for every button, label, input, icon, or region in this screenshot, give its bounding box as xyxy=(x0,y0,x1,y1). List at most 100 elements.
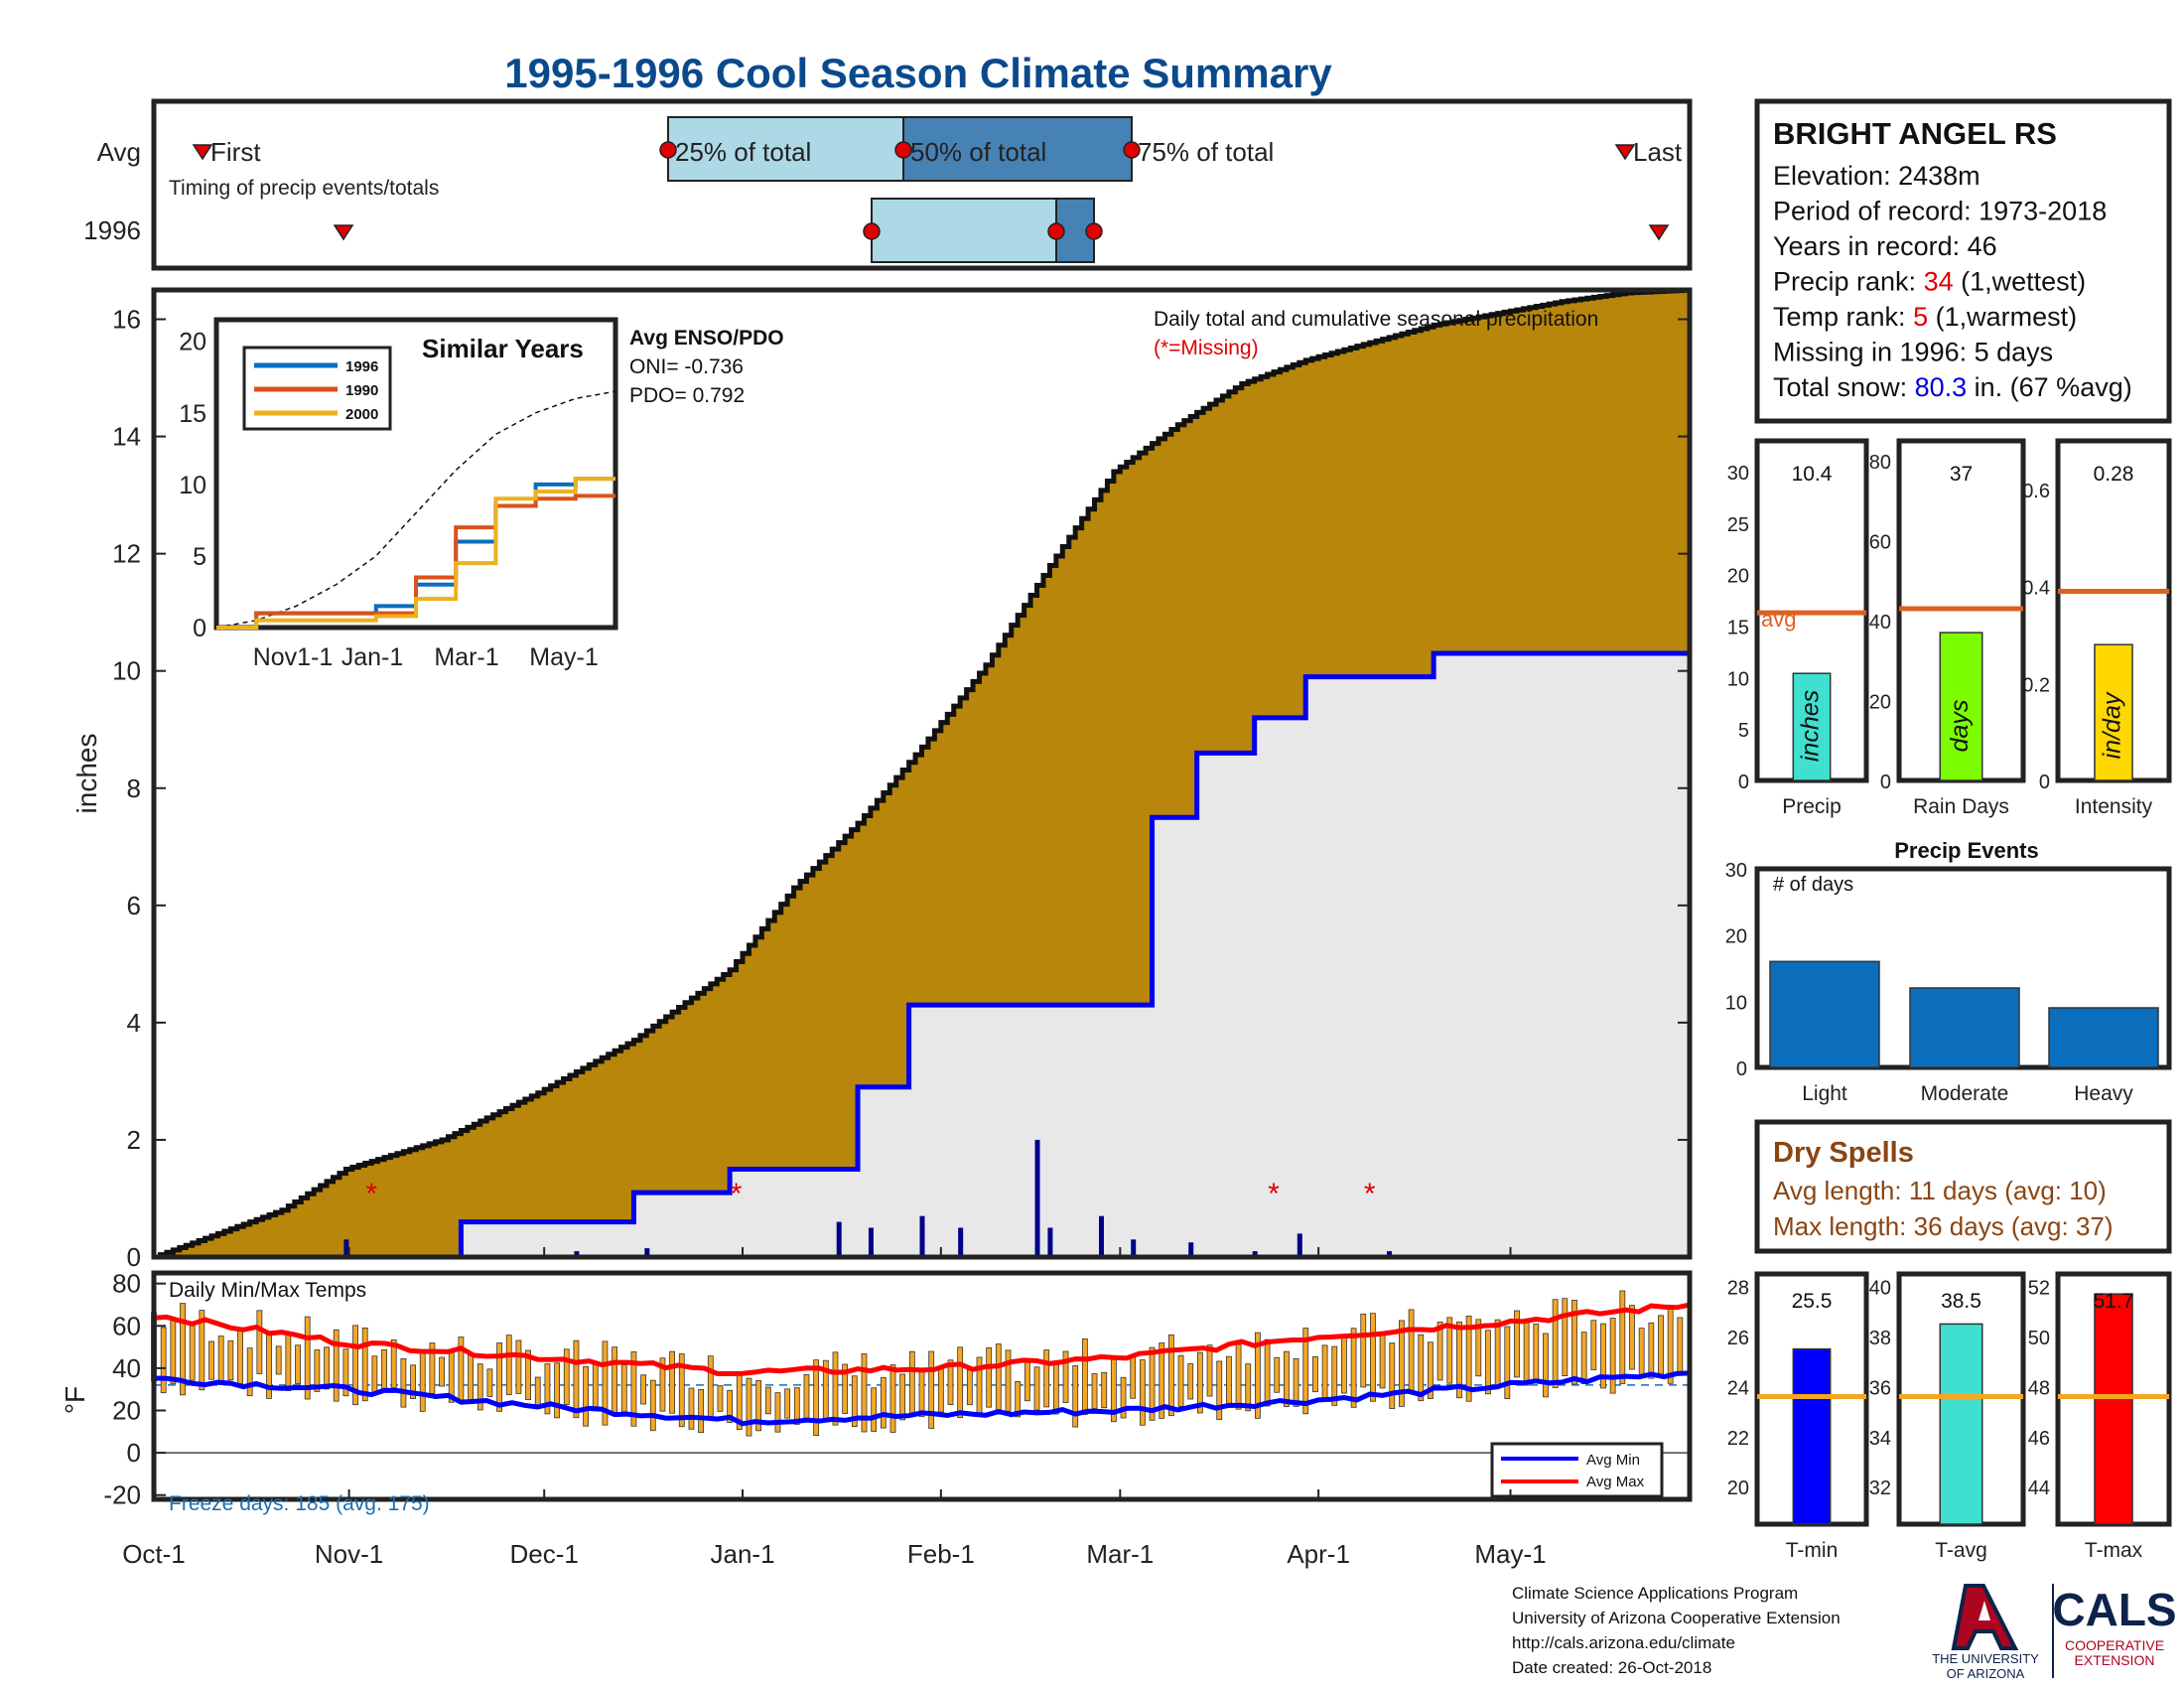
footer-line-2: University of Arizona Cooperative Extens… xyxy=(1512,1609,1841,1627)
inset-y-tick: 20 xyxy=(179,329,206,356)
avg-50pct-dot xyxy=(894,141,912,159)
summary-y-tick: 5 xyxy=(1738,720,1749,742)
last-marker-1996 xyxy=(1648,224,1670,241)
temp-summary-y-tick: 20 xyxy=(1727,1477,1749,1499)
daily-temp-bar xyxy=(304,1316,311,1400)
similar-years-inset: Similar Years 1996 1990 2000 0 5 10 15 20 Nov1-… xyxy=(179,317,618,671)
station-info-panel: BRIGHT ANGEL RS Elevation: 2438m Period o… xyxy=(1754,98,2172,424)
daily-temp-bar xyxy=(199,1310,205,1391)
temp-summary-bar xyxy=(2094,1293,2133,1525)
inset-y-tick: 0 xyxy=(193,615,206,642)
daily-temp-bar xyxy=(390,1339,397,1389)
daily-temp-bar xyxy=(842,1363,849,1414)
main-y-tick: 12 xyxy=(112,539,141,569)
daily-temp-bar xyxy=(755,1380,762,1432)
daily-temp-bar xyxy=(1130,1354,1137,1399)
daily-temp-bar xyxy=(534,1376,541,1407)
daily-temp-bar xyxy=(1101,1371,1108,1409)
temp-summary-y-tick: 46 xyxy=(2028,1428,2050,1450)
daily-temp-bar xyxy=(477,1363,483,1411)
summary-y-tick: 25 xyxy=(1727,514,1749,536)
timing-subtitle: Timing of precip events/totals xyxy=(169,177,439,200)
1996-25pct-dot xyxy=(863,222,881,240)
summary-y-tick: 0.4 xyxy=(2022,578,2050,600)
enso-title: Avg ENSO/PDO xyxy=(629,327,784,350)
daily-temp-bar xyxy=(1523,1318,1530,1386)
daily-temp-bar xyxy=(688,1387,695,1430)
dry-spells-title: Dry Spells xyxy=(1773,1137,1914,1169)
legend-avg-min-label: Avg Min xyxy=(1586,1452,1640,1469)
main-y-tick: 4 xyxy=(127,1008,141,1038)
daily-temp-bar xyxy=(1485,1330,1491,1395)
daily-temp-bar xyxy=(1399,1320,1405,1407)
daily-temp-bar xyxy=(1504,1326,1511,1399)
timing-row-label-avg: Avg xyxy=(97,137,141,167)
daily-temp-bar xyxy=(659,1357,666,1412)
daily-temp-bar xyxy=(1658,1315,1664,1378)
daily-temp-bar xyxy=(227,1339,234,1381)
cumulative-precip-line xyxy=(154,287,1693,1260)
summary-bar xyxy=(1939,632,1983,781)
main-y-tick: 2 xyxy=(127,1125,141,1155)
daily-temp-bar xyxy=(256,1310,263,1374)
station-line: Period of record: 1973-2018 xyxy=(1773,197,2107,226)
summary-bar xyxy=(1792,672,1832,781)
temp-summary-y-tick: 50 xyxy=(2028,1328,2050,1349)
daily-temp-bar xyxy=(861,1352,868,1433)
daily-temp-bar xyxy=(774,1392,781,1433)
daily-temp-bar xyxy=(986,1346,993,1408)
temp-summary-y-tick: 26 xyxy=(1727,1328,1749,1349)
1996-75pct-dot xyxy=(1085,222,1103,240)
main-y-tick: 6 xyxy=(127,891,141,920)
daily-temp-bar xyxy=(1321,1344,1328,1401)
avg-precip-line xyxy=(154,647,1693,1260)
daily-temp-bar xyxy=(160,1327,167,1394)
daily-temp-bar xyxy=(1312,1355,1318,1393)
daily-temp-bar xyxy=(1072,1365,1079,1428)
daily-temp-bar xyxy=(1149,1346,1156,1421)
daily-temp-bar xyxy=(1177,1354,1184,1407)
x-axis-labels: Oct-1 Nov-1 Dec-1 Jan-1 Feb-1 Mar-1 Apr-1 May-1 xyxy=(122,1247,1547,1569)
summary-panel-label: Precip xyxy=(1782,795,1842,818)
daily-temp-bar xyxy=(1580,1332,1587,1384)
footer-line-3: http://cals.arizona.edu/climate xyxy=(1512,1633,1735,1652)
dry-spells-panel: Dry Spells Avg length: 11 days (avg: 10)… xyxy=(1754,1119,2172,1254)
daily-temp-bar xyxy=(602,1340,609,1426)
daily-precip-bar xyxy=(1252,1251,1258,1257)
daily-temp-bar xyxy=(324,1346,330,1390)
x-tick-label: Mar-1 xyxy=(1086,1539,1154,1569)
daily-temp-bar xyxy=(1677,1317,1684,1374)
main-annotation: Daily total and cumulative seasonal prec… xyxy=(1154,308,1598,331)
daily-temp-bar xyxy=(1408,1309,1415,1393)
daily-temp-bar xyxy=(352,1325,358,1406)
temp-summary-y-tick: 36 xyxy=(1869,1377,1891,1399)
daily-temp-bar xyxy=(1389,1342,1396,1410)
event-bar xyxy=(2048,1007,2159,1068)
inset-title: Similar Years xyxy=(422,334,584,363)
summary-panel-label: Intensity xyxy=(2075,795,2153,818)
summary-bar-unit: in/day xyxy=(2099,691,2126,759)
events-title: Precip Events xyxy=(1894,838,2039,863)
daily-temp-bar xyxy=(1226,1355,1232,1408)
daily-temp-bar xyxy=(1667,1305,1674,1384)
first-label: First xyxy=(210,137,261,167)
daily-temp-bar xyxy=(640,1374,647,1405)
first-marker-avg xyxy=(192,144,213,161)
daily-temp-bar xyxy=(1379,1335,1386,1389)
daily-temp-bar xyxy=(1062,1350,1069,1403)
station-line: Precip rank: 34 (1,wettest) xyxy=(1773,267,2086,297)
daily-temp-bar xyxy=(1543,1333,1549,1398)
last-label: Last xyxy=(1633,137,1683,167)
summary-bar-unit: inches xyxy=(1797,690,1825,762)
station-line: Years in record: 46 xyxy=(1773,231,1997,261)
freeze-days-text: Freeze days: 185 (avg. 175) xyxy=(169,1492,430,1515)
main-y-tick: 8 xyxy=(127,774,141,803)
summary-y-tick: 80 xyxy=(1869,452,1891,474)
missing-note: (*=Missing) xyxy=(1154,337,1259,359)
daily-temp-bar xyxy=(515,1339,522,1394)
daily-precip-bar xyxy=(1131,1239,1137,1257)
station-line: Temp rank: 5 (1,warmest) xyxy=(1773,302,2077,332)
temp-y-tick: 80 xyxy=(112,1269,141,1299)
daily-temp-bar xyxy=(361,1327,368,1402)
temp-summary-y-tick: 38 xyxy=(1869,1328,1891,1349)
